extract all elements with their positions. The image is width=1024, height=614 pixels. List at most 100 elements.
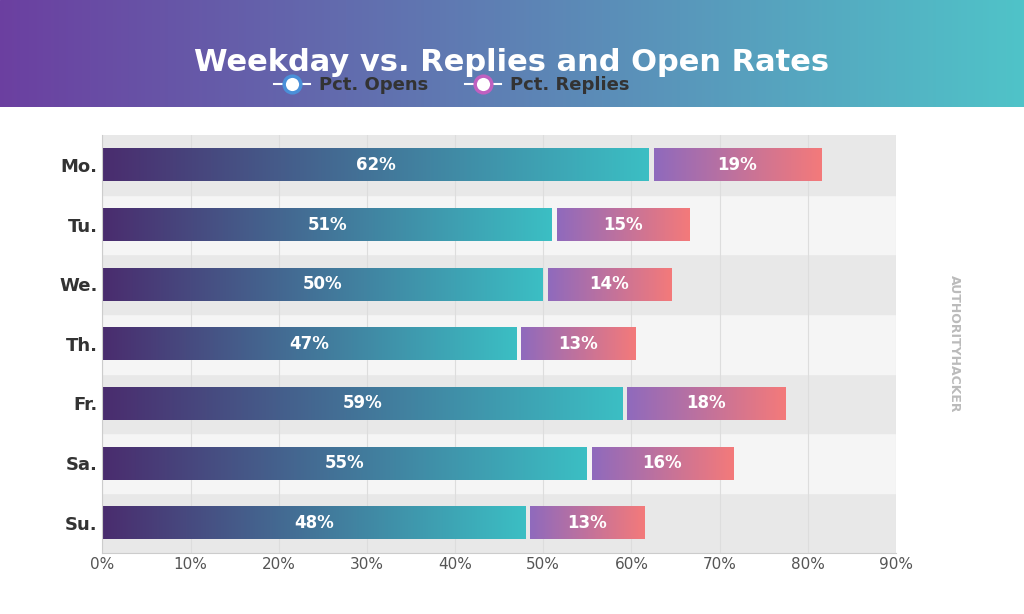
Bar [1016, 0, 1018, 107]
Bar [506, 0, 508, 107]
Bar [909, 0, 911, 107]
Bar [311, 0, 313, 107]
Bar [377, 0, 379, 107]
Bar [461, 0, 463, 107]
Bar [707, 0, 709, 107]
Bar [477, 0, 479, 107]
Bar [877, 0, 879, 107]
Bar [14, 0, 16, 107]
Bar [641, 0, 643, 107]
Bar [295, 0, 297, 107]
Text: 15%: 15% [603, 216, 642, 233]
Bar [225, 0, 227, 107]
Bar [580, 0, 582, 107]
Text: 19%: 19% [718, 156, 757, 174]
Bar [6, 0, 8, 107]
Bar [948, 0, 950, 107]
Bar [748, 0, 750, 107]
Bar [840, 0, 842, 107]
Bar [35, 0, 37, 107]
Bar [475, 0, 477, 107]
Bar [123, 0, 125, 107]
Bar [971, 0, 973, 107]
Bar [203, 0, 205, 107]
Bar [330, 0, 332, 107]
Bar [195, 0, 197, 107]
Bar [59, 0, 61, 107]
Bar [356, 0, 358, 107]
Bar [1012, 0, 1014, 107]
Bar [680, 0, 682, 107]
Bar [623, 0, 625, 107]
Bar [246, 0, 248, 107]
Bar [963, 0, 965, 107]
Bar [334, 0, 336, 107]
Bar [561, 0, 563, 107]
Bar [213, 0, 215, 107]
Bar [694, 0, 696, 107]
Bar [479, 0, 481, 107]
Bar [961, 0, 963, 107]
Bar [18, 0, 20, 107]
Bar [154, 0, 156, 107]
Bar [610, 0, 612, 107]
Bar [606, 0, 608, 107]
Bar [215, 0, 217, 107]
Bar [160, 0, 162, 107]
Bar [2, 0, 4, 107]
Bar [881, 0, 883, 107]
Bar [952, 0, 954, 107]
Bar [791, 0, 793, 107]
Bar [848, 0, 850, 107]
Bar [922, 0, 924, 107]
Bar [449, 0, 451, 107]
Bar [432, 0, 434, 107]
Bar [874, 0, 877, 107]
Bar [901, 0, 903, 107]
Bar [381, 0, 383, 107]
Bar [412, 0, 414, 107]
Bar [733, 0, 735, 107]
Legend: Pct. Opens, Pct. Replies: Pct. Opens, Pct. Replies [267, 69, 636, 101]
Bar [805, 0, 807, 107]
Bar [774, 0, 776, 107]
Bar [913, 0, 915, 107]
Bar [299, 0, 301, 107]
Bar [8, 0, 10, 107]
Bar [342, 0, 344, 107]
Bar [637, 0, 639, 107]
Bar [678, 0, 680, 107]
Bar [420, 0, 422, 107]
Text: 48%: 48% [294, 514, 334, 532]
Bar [958, 0, 961, 107]
Bar [557, 0, 559, 107]
Bar [780, 0, 782, 107]
Bar [860, 0, 862, 107]
Bar [309, 0, 311, 107]
Bar [111, 0, 113, 107]
Bar [23, 0, 25, 107]
Bar [223, 0, 225, 107]
Bar [86, 0, 88, 107]
Bar [430, 0, 432, 107]
Bar [920, 0, 922, 107]
Bar [96, 0, 98, 107]
Bar [524, 0, 526, 107]
Bar [741, 0, 743, 107]
Bar [942, 0, 944, 107]
Bar [319, 0, 322, 107]
Bar [172, 0, 174, 107]
Bar [190, 0, 193, 107]
Bar [307, 0, 309, 107]
Bar [465, 0, 467, 107]
Bar [393, 0, 395, 107]
Bar [102, 195, 896, 254]
Bar [391, 0, 393, 107]
Bar [84, 0, 86, 107]
Bar [483, 0, 485, 107]
Bar [399, 0, 401, 107]
Bar [147, 0, 150, 107]
Bar [883, 0, 885, 107]
Bar [424, 0, 426, 107]
Bar [635, 0, 637, 107]
